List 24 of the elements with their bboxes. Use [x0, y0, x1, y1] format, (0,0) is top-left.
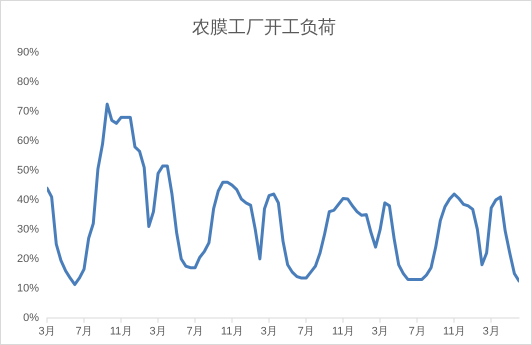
x-tick-label: 3月 — [150, 325, 167, 338]
y-tick-label: 30% — [16, 223, 40, 236]
x-tick-label: 7月 — [75, 325, 93, 338]
y-tick-label: 20% — [16, 252, 40, 265]
x-tick-label: 11月 — [110, 325, 132, 338]
x-tick-label: 7月 — [186, 325, 204, 338]
y-tick-label: 10% — [16, 282, 40, 294]
y-tick-label: 80% — [16, 76, 40, 88]
x-tick-label: 11月 — [443, 325, 466, 338]
x-tick-label: 3月 — [38, 325, 56, 338]
x-tick-label: 3月 — [372, 325, 389, 338]
y-tick-label: 70% — [16, 106, 40, 118]
y-tick-label: 40% — [16, 194, 40, 206]
y-tick-label: 90% — [16, 46, 40, 59]
y-tick-label: 60% — [16, 135, 40, 148]
x-tick-label: 11月 — [332, 325, 354, 338]
y-tick-label: 50% — [16, 164, 40, 176]
x-tick-label: 7月 — [408, 325, 426, 338]
x-tick-label: 7月 — [298, 325, 315, 338]
y-tick-label: 0% — [23, 312, 40, 324]
x-tick-label: 3月 — [260, 325, 278, 338]
chart-title: 农膜工厂开工负荷 — [192, 16, 336, 37]
x-tick-label: 3月 — [482, 325, 500, 338]
x-tick-label: 11月 — [220, 325, 244, 338]
